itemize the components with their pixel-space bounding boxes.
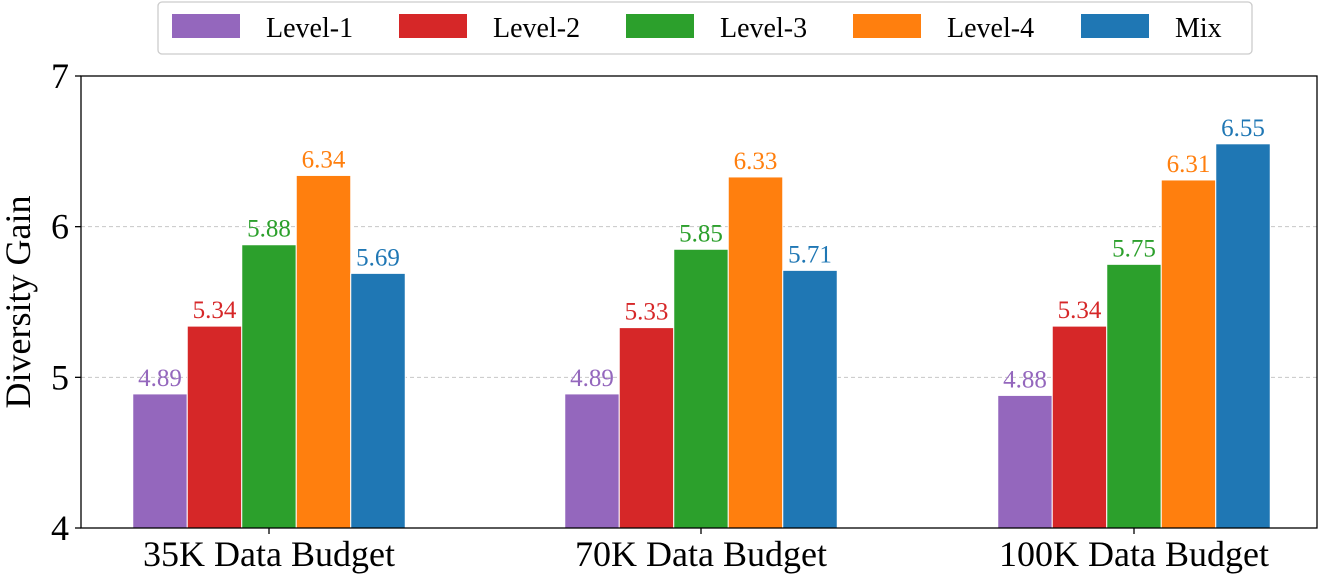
legend-label: Mix	[1175, 13, 1222, 44]
bar	[132, 393, 188, 529]
bar	[1215, 143, 1271, 529]
bar-value-label: 4.89	[138, 365, 182, 392]
legend-label: Level-1	[266, 13, 353, 44]
y-tick-label: 5	[51, 357, 69, 397]
bars	[132, 143, 1271, 529]
legend-swatch	[172, 14, 240, 38]
bar-value-label: 5.88	[247, 216, 291, 243]
bar	[727, 176, 784, 529]
plot-frame	[80, 75, 1318, 529]
legend-swatch	[853, 14, 921, 38]
y-axis-title: Diversity Gain	[0, 196, 38, 409]
legend: Level-1 Level-2 Level-3 Level-4 Mix	[157, 1, 1253, 55]
bar	[350, 272, 406, 529]
bar-value-label: 6.33	[734, 148, 778, 175]
legend-label: Level-2	[493, 13, 580, 44]
legend-swatch	[399, 14, 467, 38]
bar-value-label: 5.34	[193, 297, 237, 324]
bar	[1051, 325, 1108, 529]
legend-label: Level-3	[720, 13, 807, 44]
bar	[564, 393, 620, 529]
bar	[186, 325, 243, 529]
x-tick-label: 70K Data Budget	[575, 534, 827, 574]
bar	[1106, 263, 1162, 529]
bar	[782, 269, 838, 529]
bar-value-label: 5.71	[788, 241, 832, 268]
bar-value-label: 6.34	[302, 146, 346, 173]
x-tick-label: 35K Data Budget	[143, 534, 395, 574]
x-tick-label: 100K Data Budget	[999, 534, 1269, 574]
bar-value-label: 5.34	[1058, 297, 1102, 324]
bar-value-label: 5.33	[625, 299, 669, 326]
bar	[997, 394, 1053, 529]
y-tick-label: 6	[51, 207, 69, 247]
legend-swatch	[1081, 14, 1149, 38]
axes: 4 5 6 7 35K Data Budget 70K Data Budget 100K D…	[51, 56, 1318, 574]
bar-value-label: 4.89	[570, 365, 614, 392]
bar-value-label: 5.69	[356, 244, 400, 271]
legend-label: Level-4	[947, 13, 1034, 44]
bar-value-label: 4.88	[1003, 366, 1047, 393]
bar-value-label: 5.85	[679, 220, 723, 247]
bar	[295, 174, 352, 529]
bar-value-label: 5.75	[1112, 235, 1156, 262]
bar-value-label: 6.31	[1167, 151, 1211, 178]
bar	[673, 248, 729, 529]
bar-value-label: 6.55	[1221, 115, 1265, 142]
bar	[241, 244, 297, 529]
bar	[618, 327, 675, 529]
y-tick-label: 4	[51, 508, 69, 548]
bar-value-labels: 4.89 5.34 5.88 6.34 5.69 4.89 5.33 5.85 6.33 5.71…	[138, 115, 1265, 394]
y-tick-label: 7	[51, 56, 69, 96]
legend-swatch	[626, 14, 694, 38]
bar	[1160, 179, 1217, 529]
